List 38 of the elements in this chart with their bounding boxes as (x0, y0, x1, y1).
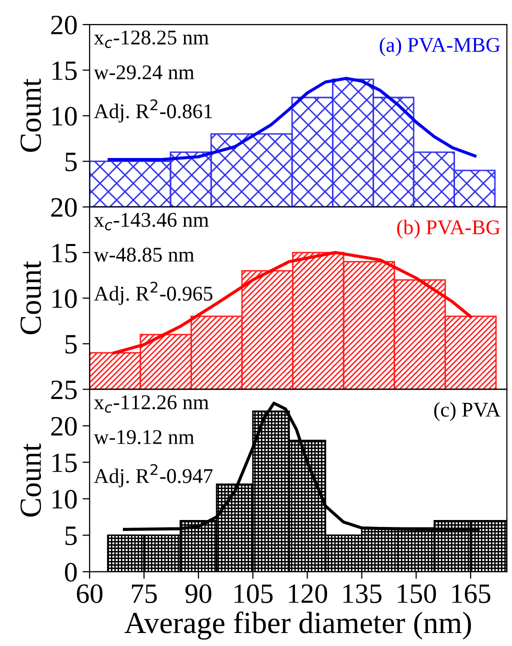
x-tick-label: 165 (452, 584, 490, 604)
x-tick-label: 75 (132, 584, 157, 604)
y-axis-title: Count (20, 260, 42, 334)
y-tick-label: 25 (51, 380, 77, 400)
annotation: w-29.24 nm (94, 65, 194, 80)
y-tick-label: 5 (66, 152, 77, 172)
annotation: w-19.12 nm (94, 430, 194, 444)
x-tick-label: 150 (398, 584, 436, 604)
x-tick-label: 90 (185, 584, 212, 604)
y-tick-label: 20 (51, 16, 77, 34)
y-tick-label: 15 (52, 61, 77, 80)
x-tick-label: 105 (234, 584, 273, 604)
text: (c) PVA (434, 402, 500, 421)
y-axis-title: Count (20, 443, 42, 517)
annotation: x$_{c}$-143.46 nm (94, 212, 209, 230)
y-tick-label: 15 (52, 454, 77, 472)
text: (b) PVA-BG (397, 220, 500, 239)
annotation: x$_{c}$-128.25 nm (94, 30, 209, 48)
y-tick-label: 10 (52, 289, 77, 308)
annotation: Adj. R$^{2}$-0.947 (94, 464, 213, 488)
annotation: Adj. R$^{2}$-0.965 (94, 282, 212, 305)
x-tick-label: 135 (343, 584, 382, 604)
y-tick-label: 20 (51, 198, 77, 217)
y-tick-label: 10 (52, 106, 77, 126)
annotation: x$_{c}$-112.26 nm (94, 395, 209, 413)
x-axis-title: Average fiber diameter (nm) (124, 611, 471, 640)
annotation: w-48.85 nm (94, 248, 194, 262)
y-tick-label: 5 (66, 526, 77, 546)
x-tick-label: 120 (288, 584, 328, 604)
x-tick-label: 60 (76, 584, 102, 604)
y-tick-label: 5 (66, 335, 77, 354)
y-tick-label: 10 (52, 490, 77, 509)
y-axis-title: Count (20, 78, 42, 152)
y-tick-label: 15 (52, 244, 77, 262)
y-tick-label: 0 (64, 562, 77, 582)
text: (a) PVA-MBG (380, 37, 500, 56)
y-tick-label: 20 (51, 416, 77, 436)
annotation: Adj. R$^{2}$-0.861 (94, 99, 212, 123)
